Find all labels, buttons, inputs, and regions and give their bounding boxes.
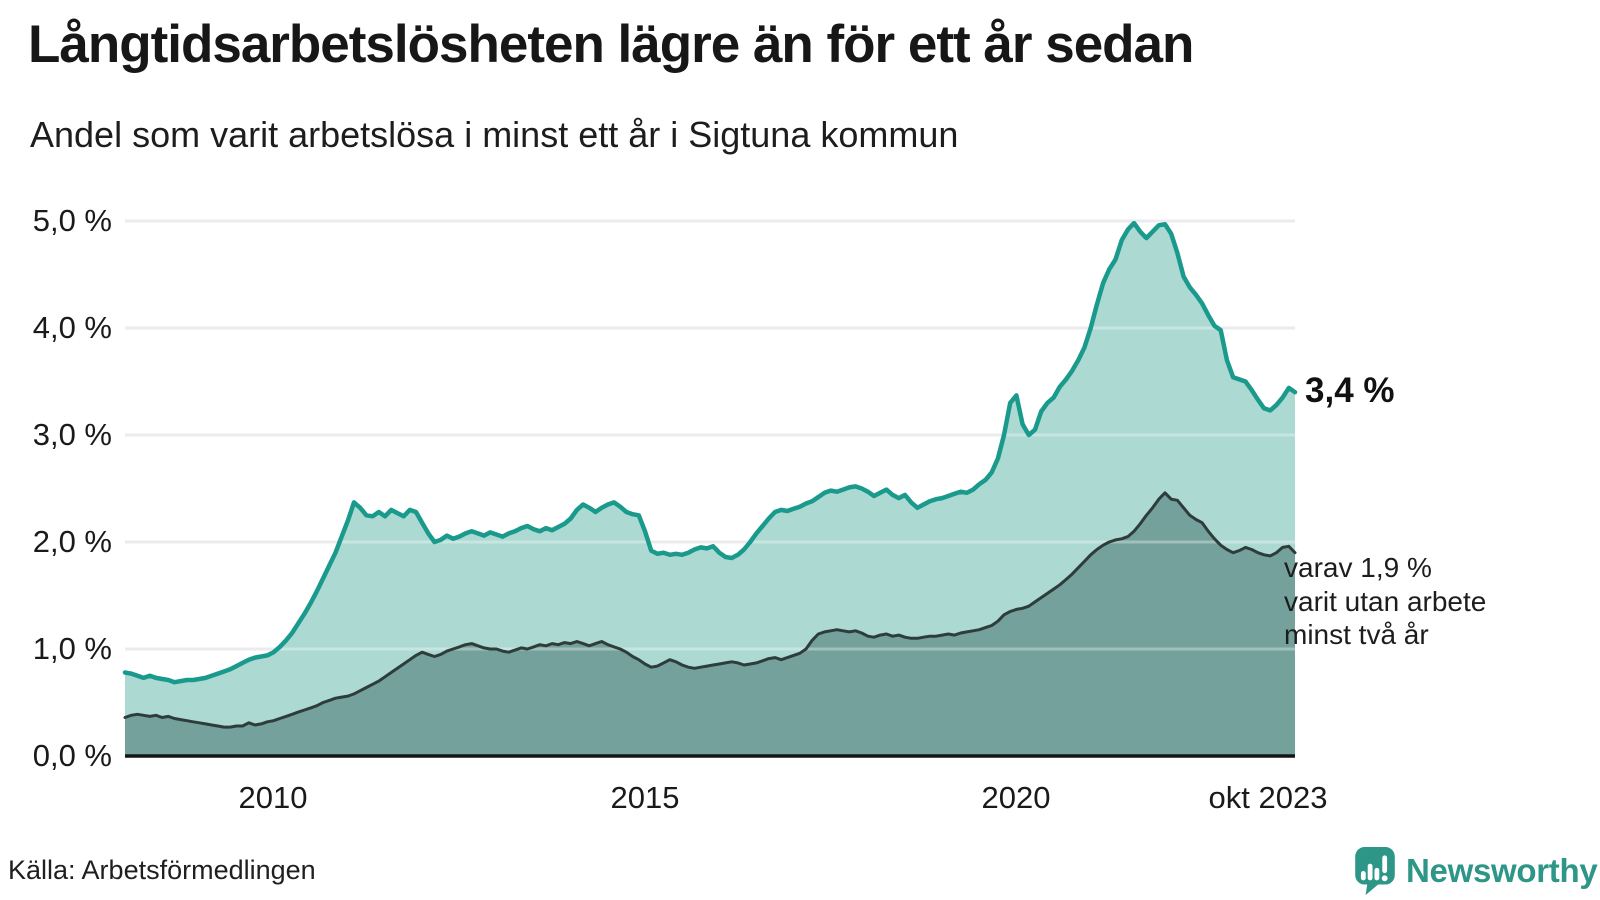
- x-axis-tick-2015: 2015: [610, 780, 680, 815]
- x-axis-tick-okt2023: okt 2023: [1208, 780, 1328, 815]
- newsworthy-logo-text: Newsworthy: [1406, 852, 1598, 889]
- y-axis-tick-2: 2,0 %: [32, 524, 112, 559]
- newsworthy-bubble-chart-icon: [1355, 847, 1395, 895]
- chart-subtitle: Andel som varit arbetslösa i minst ett å…: [30, 114, 959, 155]
- y-axis-tick-1: 1,0 %: [32, 631, 112, 666]
- y-axis-tick-0: 0,0 %: [32, 738, 112, 773]
- chart-title: Långtidsarbetslösheten lägre än för ett …: [28, 15, 1194, 74]
- series-end-label-total: 3,4 %: [1305, 371, 1395, 410]
- y-axis-tick-3: 3,0 %: [32, 417, 112, 452]
- y-axis-tick-5: 5,0 %: [32, 203, 112, 238]
- source-attribution: Källa: Arbetsförmedlingen: [8, 855, 316, 885]
- x-axis-tick-2010: 2010: [238, 780, 308, 815]
- area-unemployed-two-years: [125, 492, 1295, 756]
- series-end-label-two-years: varav 1,9 % varit utan arbete minst två …: [1284, 552, 1487, 650]
- y-axis-tick-4: 4,0 %: [32, 310, 112, 345]
- line-unemployed-one-year: [122, 220, 1298, 685]
- newsworthy-logo: Newsworthy: [1354, 846, 1598, 896]
- x-axis-tick-2020: 2020: [981, 780, 1051, 815]
- line-unemployed-two-years: [123, 491, 1297, 729]
